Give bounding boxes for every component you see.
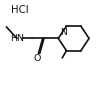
- Text: HN: HN: [10, 34, 24, 43]
- Text: HCl: HCl: [11, 5, 28, 15]
- Text: N: N: [60, 28, 67, 37]
- Text: O: O: [33, 54, 41, 63]
